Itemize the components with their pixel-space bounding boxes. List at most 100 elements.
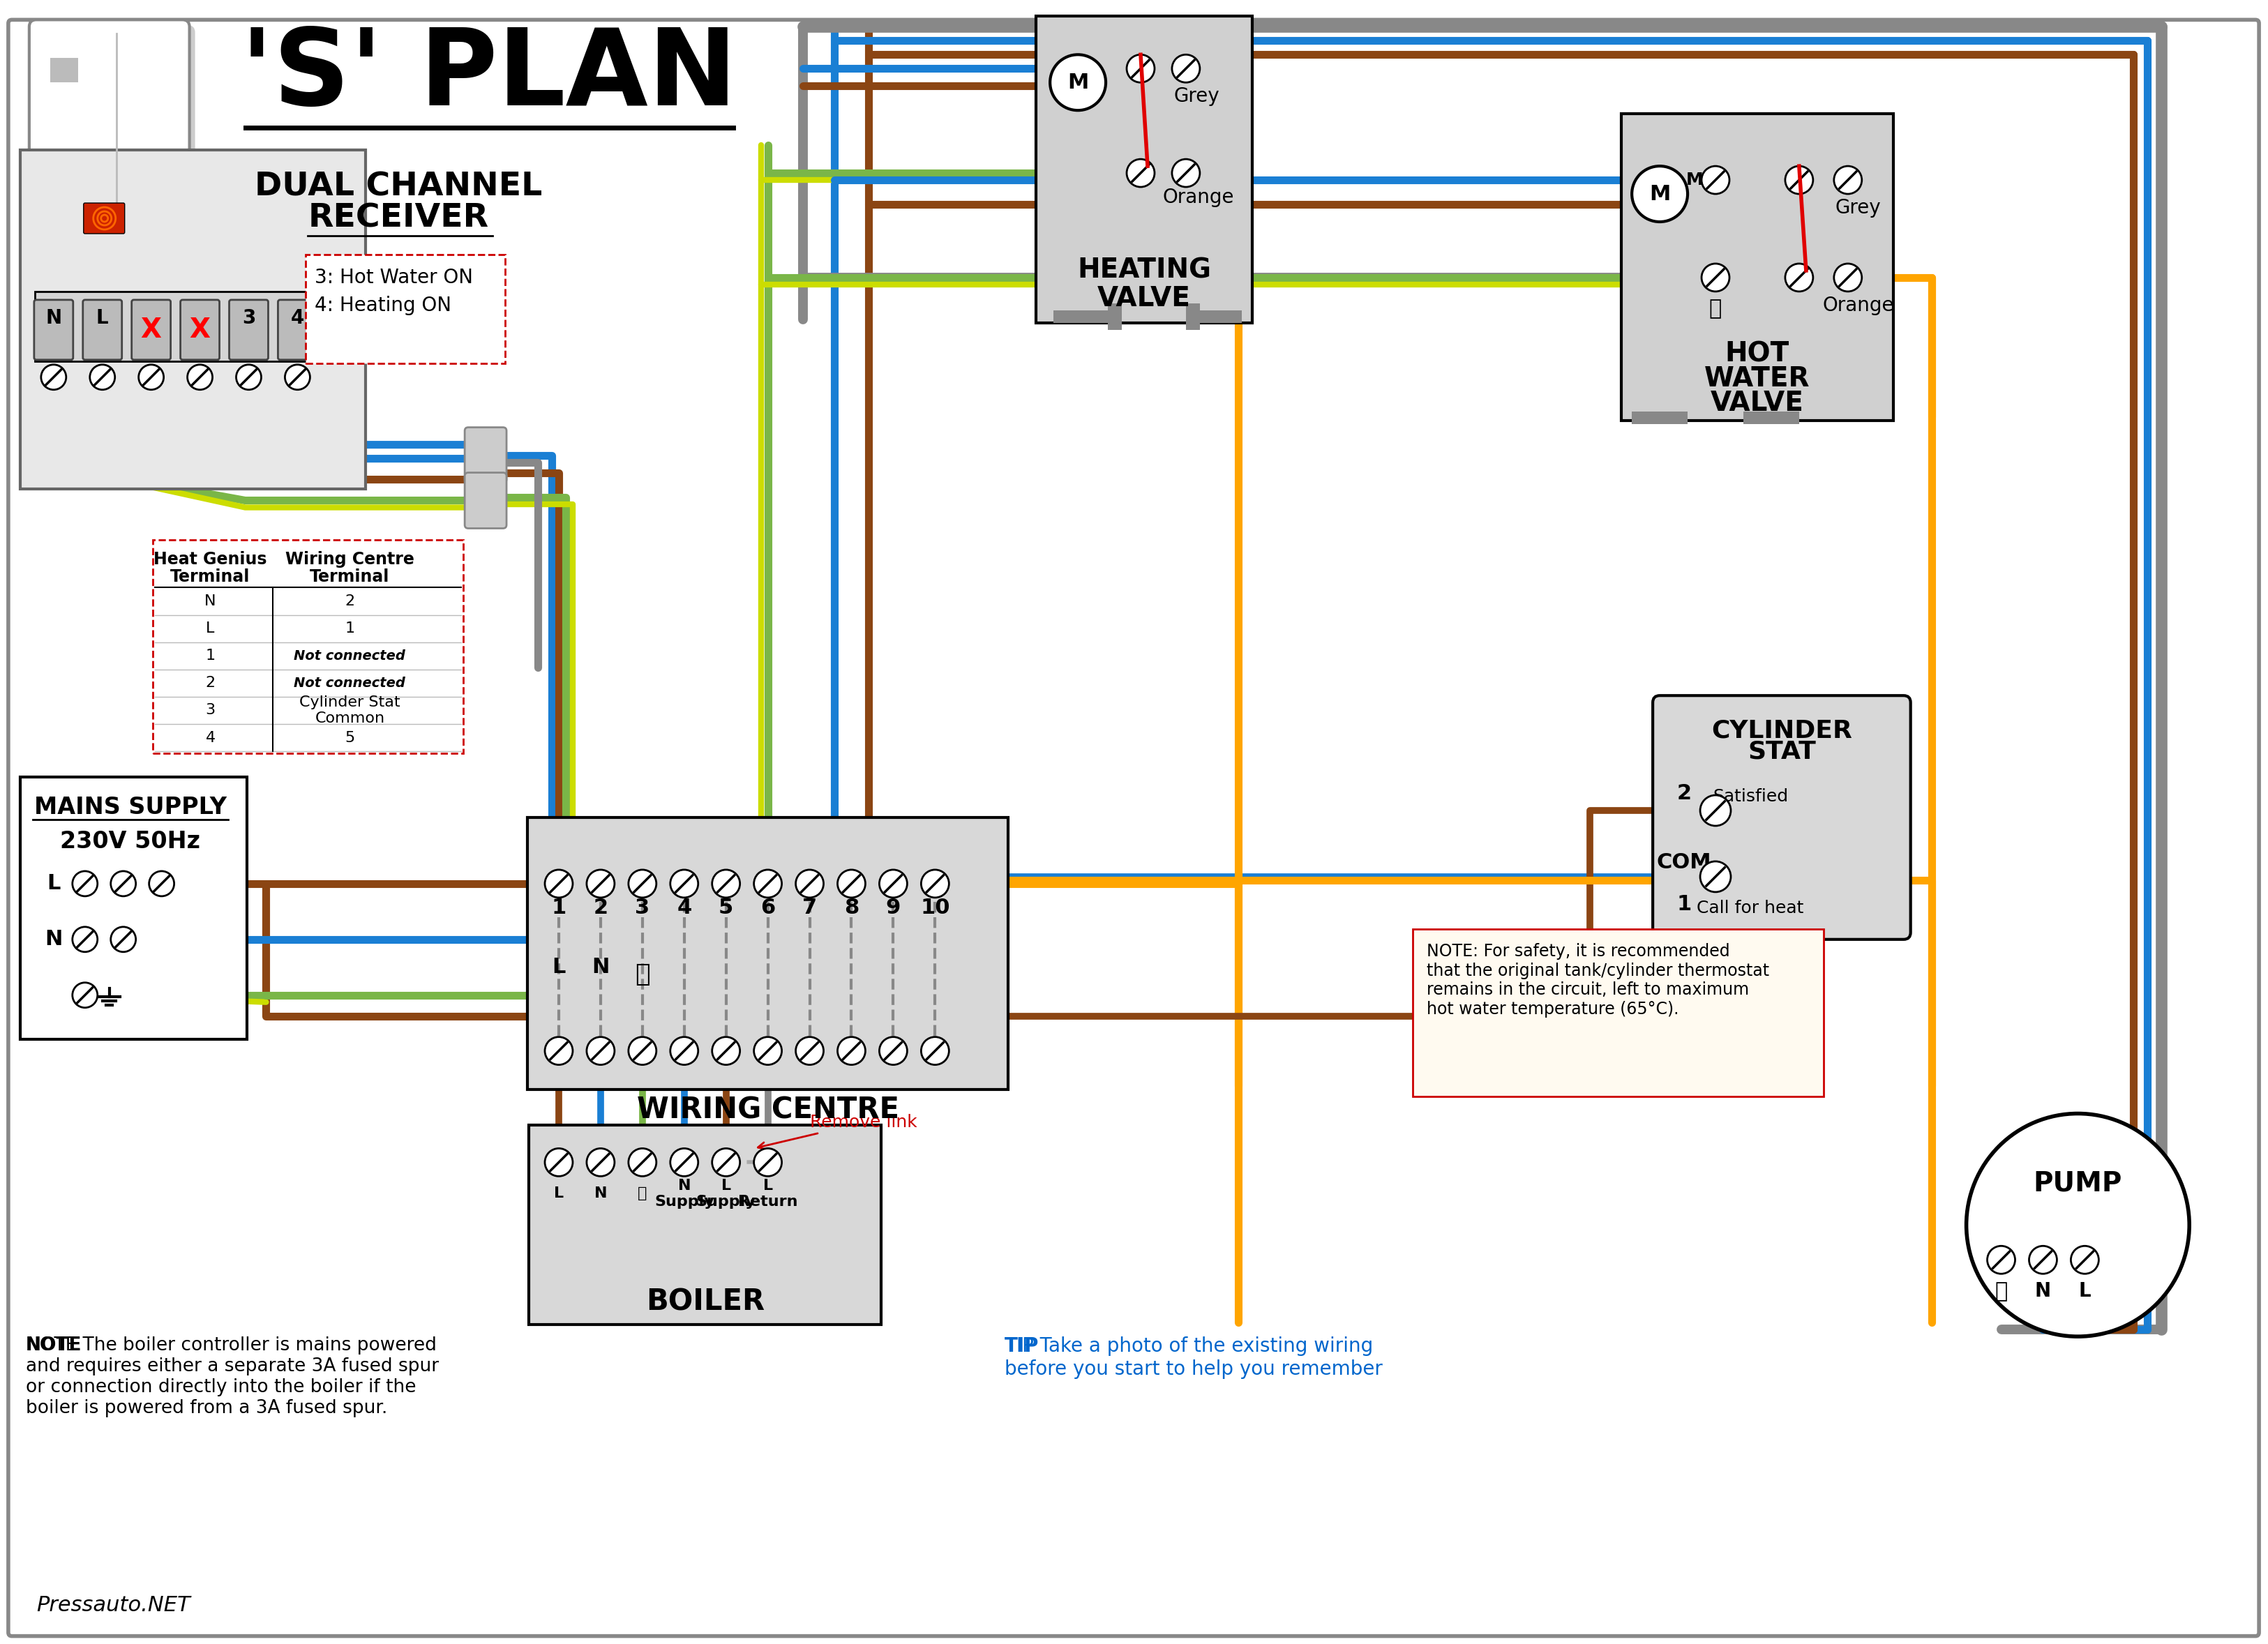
Circle shape: [628, 1037, 655, 1065]
Circle shape: [753, 1037, 782, 1065]
Text: Orange: Orange: [1163, 187, 1234, 207]
Circle shape: [671, 1149, 699, 1175]
Circle shape: [1127, 54, 1154, 82]
Bar: [1055, 311, 1109, 322]
Text: M: M: [1685, 171, 1703, 189]
Circle shape: [712, 1149, 739, 1175]
Text: MAINS SUPPLY: MAINS SUPPLY: [34, 796, 227, 819]
Text: L: L: [206, 621, 215, 636]
Circle shape: [1701, 166, 1730, 194]
Text: 3: 3: [635, 898, 649, 917]
FancyBboxPatch shape: [528, 817, 1009, 1090]
Bar: [34, 291, 327, 362]
Circle shape: [2071, 1246, 2098, 1274]
Text: Not connected: Not connected: [295, 676, 406, 690]
Circle shape: [837, 1037, 866, 1065]
Circle shape: [753, 870, 782, 898]
Text: Wiring Centre: Wiring Centre: [286, 551, 415, 569]
Circle shape: [138, 365, 163, 390]
Circle shape: [1966, 1113, 2189, 1337]
Text: 4: Heating ON: 4: Heating ON: [315, 296, 451, 316]
Bar: [50, 58, 77, 82]
Text: 9: 9: [887, 898, 900, 917]
Circle shape: [111, 871, 136, 896]
Circle shape: [587, 1037, 615, 1065]
Text: Not connected: Not connected: [295, 649, 406, 663]
Text: 2: 2: [594, 898, 608, 917]
Text: Heat Genius: Heat Genius: [154, 551, 268, 569]
Text: Satisfied: Satisfied: [1712, 787, 1787, 806]
Circle shape: [1987, 1246, 2014, 1274]
Circle shape: [1835, 263, 1862, 291]
FancyBboxPatch shape: [34, 299, 73, 360]
Circle shape: [796, 870, 823, 898]
Text: 'S' PLAN: 'S' PLAN: [240, 23, 737, 128]
Text: NOTE: For safety, it is recommended
that the original tank/cylinder thermostat
r: NOTE: For safety, it is recommended that…: [1427, 944, 1769, 1018]
Text: STAT: STAT: [1749, 740, 1817, 763]
FancyBboxPatch shape: [279, 299, 318, 360]
Text: 8: 8: [844, 898, 860, 917]
Text: Terminal: Terminal: [170, 569, 249, 585]
FancyBboxPatch shape: [20, 778, 247, 1039]
Circle shape: [1701, 796, 1730, 825]
Text: L: L: [553, 1187, 565, 1200]
Text: X: X: [141, 317, 161, 344]
Text: WIRING CENTRE: WIRING CENTRE: [637, 1095, 898, 1124]
Circle shape: [544, 870, 574, 898]
Text: Pressauto.NET: Pressauto.NET: [36, 1595, 191, 1614]
Text: DUAL CHANNEL: DUAL CHANNEL: [254, 171, 542, 202]
Text: 3: 3: [206, 704, 215, 717]
Circle shape: [880, 870, 907, 898]
Bar: [1107, 304, 1123, 330]
Text: 1: 1: [206, 649, 215, 663]
Text: ⏚: ⏚: [637, 1187, 646, 1200]
Circle shape: [73, 983, 98, 1008]
Text: 2: 2: [345, 593, 354, 608]
Circle shape: [73, 927, 98, 952]
Text: WATER: WATER: [1706, 365, 1810, 391]
Circle shape: [880, 1037, 907, 1065]
Text: M: M: [1649, 184, 1669, 204]
Text: 1: 1: [345, 621, 354, 636]
Circle shape: [1633, 166, 1687, 222]
Text: PUMP: PUMP: [2034, 1171, 2123, 1197]
Circle shape: [150, 871, 175, 896]
Text: L: L: [551, 957, 565, 978]
Bar: [1633, 411, 1687, 424]
FancyBboxPatch shape: [465, 472, 506, 528]
Text: Orange: Orange: [1823, 296, 1894, 316]
Circle shape: [73, 871, 98, 896]
FancyBboxPatch shape: [1653, 695, 1910, 939]
Circle shape: [236, 365, 261, 390]
Text: 1: 1: [551, 898, 567, 917]
Text: N
Supply: N Supply: [653, 1179, 714, 1208]
Text: 4: 4: [206, 730, 215, 745]
Circle shape: [628, 870, 655, 898]
Text: Terminal: Terminal: [311, 569, 390, 585]
Circle shape: [1835, 166, 1862, 194]
FancyBboxPatch shape: [29, 20, 191, 243]
FancyBboxPatch shape: [1036, 16, 1252, 322]
Text: ⏚: ⏚: [1710, 299, 1721, 319]
FancyBboxPatch shape: [132, 299, 170, 360]
FancyBboxPatch shape: [34, 25, 195, 248]
Circle shape: [587, 870, 615, 898]
FancyBboxPatch shape: [465, 427, 506, 483]
Text: N: N: [592, 957, 610, 978]
Text: NOTE: NOTE: [25, 1337, 82, 1355]
Text: X: X: [191, 317, 211, 344]
Circle shape: [286, 365, 311, 390]
Circle shape: [1173, 159, 1200, 187]
FancyBboxPatch shape: [20, 150, 365, 488]
Circle shape: [1701, 861, 1730, 893]
Text: VALVE: VALVE: [1710, 390, 1803, 416]
FancyBboxPatch shape: [84, 202, 125, 233]
Circle shape: [41, 365, 66, 390]
FancyBboxPatch shape: [152, 541, 463, 753]
Text: Grey: Grey: [1835, 199, 1880, 217]
Circle shape: [921, 1037, 948, 1065]
Text: L
Return: L Return: [737, 1179, 798, 1208]
FancyBboxPatch shape: [1622, 113, 1894, 421]
Text: NOTE The boiler controller is mains powered
and requires either a separate 3A fu: NOTE The boiler controller is mains powe…: [25, 1337, 438, 1417]
FancyBboxPatch shape: [181, 299, 220, 360]
